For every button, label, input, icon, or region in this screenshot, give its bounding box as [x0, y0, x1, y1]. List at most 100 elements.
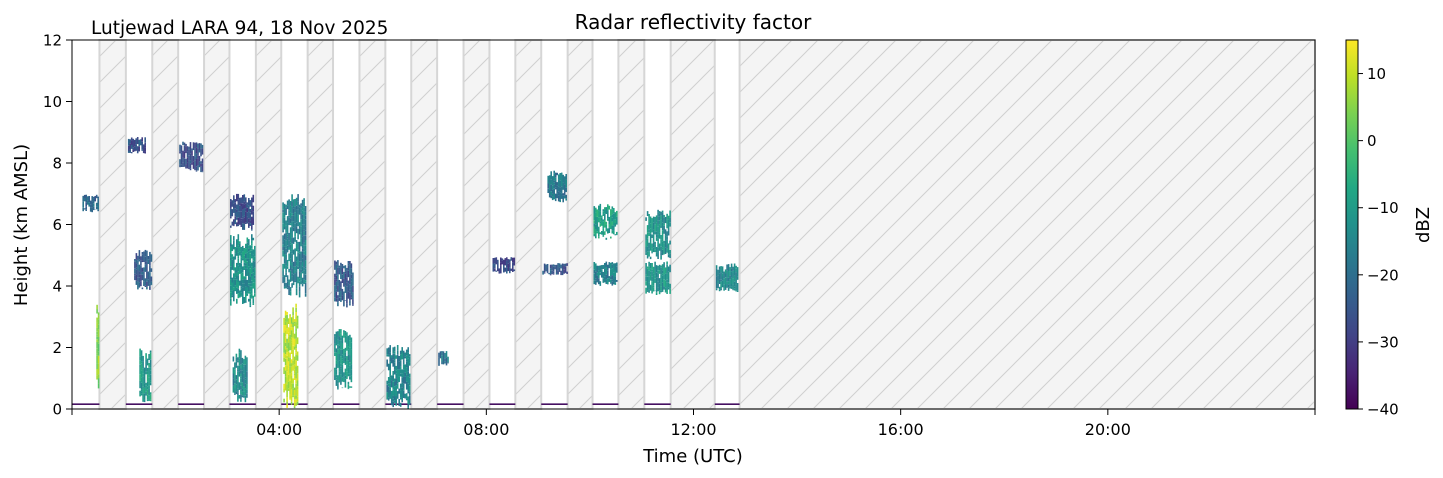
echo-pixel — [548, 179, 551, 183]
echo-pixel — [295, 222, 298, 227]
echo-pixel — [198, 143, 201, 150]
echo-pixel — [150, 281, 153, 285]
echo-pixel — [298, 278, 301, 282]
echo-pixel — [240, 370, 242, 374]
echo-pixel — [304, 230, 307, 236]
echo-pixel — [251, 248, 253, 251]
echo-pixel — [558, 267, 561, 272]
echo-pixel — [648, 248, 650, 252]
echo-pixel — [242, 258, 244, 261]
echo-pixel — [667, 223, 670, 231]
echo-pixel — [296, 401, 299, 405]
ground-clutter — [592, 403, 619, 405]
x-tick-label: 20:00 — [1085, 420, 1131, 439]
echo-pixel — [140, 370, 143, 378]
echo-pixel — [736, 276, 739, 280]
echo-pixel — [494, 257, 496, 264]
echo-pixel — [402, 354, 405, 359]
echo-pixel — [140, 281, 142, 287]
echo-pixel — [561, 263, 564, 269]
echo-pixel — [200, 166, 202, 173]
echo-pixel — [340, 281, 342, 288]
echo-pixel — [565, 174, 567, 180]
echo-pixel — [350, 349, 353, 358]
echo-pixel — [293, 364, 296, 370]
echo-pixel — [140, 377, 143, 383]
echo-pixel — [127, 150, 130, 153]
echo-pixel — [294, 231, 296, 237]
echo-pixel — [142, 386, 144, 394]
echo-pixel — [664, 267, 667, 274]
echo-pixel — [297, 206, 299, 210]
echo-pixel — [395, 390, 397, 396]
echo-pixel — [340, 363, 342, 367]
echo-pixel — [717, 269, 719, 276]
echo-pixel — [96, 363, 98, 370]
echo-pixel — [611, 268, 614, 276]
echo-pixel — [509, 267, 511, 274]
echo-pixel — [138, 146, 140, 152]
echo-pixel — [666, 276, 668, 280]
echo-pixel — [236, 272, 238, 276]
echo-pixel — [292, 221, 295, 228]
echo-pixel — [240, 389, 242, 395]
echo-pixel — [405, 398, 408, 401]
echo-pixel — [344, 338, 347, 343]
echo-pixel — [727, 271, 730, 278]
echo-pixel — [543, 272, 546, 274]
echo-pixel — [554, 193, 557, 199]
echo-pixel — [663, 262, 665, 268]
echo-pixel — [294, 270, 296, 274]
echo-pixel — [512, 262, 514, 267]
echo-pixel — [338, 280, 341, 286]
echo-pixel — [240, 295, 243, 297]
echo-pixel — [243, 366, 245, 374]
echo-pixel — [238, 382, 241, 390]
echo-pixel — [138, 139, 140, 147]
echo-pixel — [237, 211, 240, 218]
echo-pixel — [242, 297, 244, 304]
echo-pixel — [130, 152, 133, 154]
echo-pixel — [134, 275, 136, 281]
echo-pixel — [295, 205, 298, 210]
echo-pixel — [607, 278, 609, 285]
echo-pixel — [735, 278, 737, 285]
echo-pixel — [343, 355, 345, 364]
echo-pixel — [182, 157, 184, 163]
echo-pixel — [611, 217, 614, 222]
echo-pixel — [139, 360, 141, 365]
echo-pixel — [294, 260, 296, 267]
echo-pixel — [304, 280, 307, 283]
echo-pixel — [288, 285, 290, 293]
echo-pixel — [289, 205, 292, 213]
echo-pixel — [657, 287, 659, 292]
echo-pixel — [343, 299, 345, 307]
echo-pixel — [290, 375, 293, 384]
echo-pixel — [150, 276, 153, 282]
chart-subtitle: Lutjewad LARA 94, 18 Nov 2025 — [91, 18, 388, 39]
echo-pixel — [286, 384, 288, 390]
echo-pixel — [96, 379, 98, 380]
echo-pixel — [289, 227, 292, 235]
echo-pixel — [97, 204, 99, 210]
radar-echo — [334, 329, 353, 390]
radar-echo — [82, 194, 99, 213]
echo-pixel — [338, 292, 341, 298]
echo-pixel — [243, 279, 246, 284]
echo-pixel — [252, 211, 255, 219]
echo-pixel — [346, 336, 348, 345]
echo-pixel — [545, 264, 547, 272]
echo-pixel — [335, 364, 338, 370]
echo-pixel — [599, 232, 602, 235]
echo-pixel — [295, 240, 298, 244]
echo-pixel — [292, 307, 294, 312]
echo-pixel — [249, 245, 252, 251]
echo-pixel — [254, 293, 256, 297]
echo-pixel — [304, 260, 307, 267]
echo-pixel — [346, 286, 348, 294]
echo-pixel — [251, 266, 253, 272]
echo-pixel — [294, 228, 296, 232]
echo-pixel — [664, 247, 667, 254]
echo-pixel — [648, 242, 650, 249]
echo-pixel — [286, 222, 289, 230]
